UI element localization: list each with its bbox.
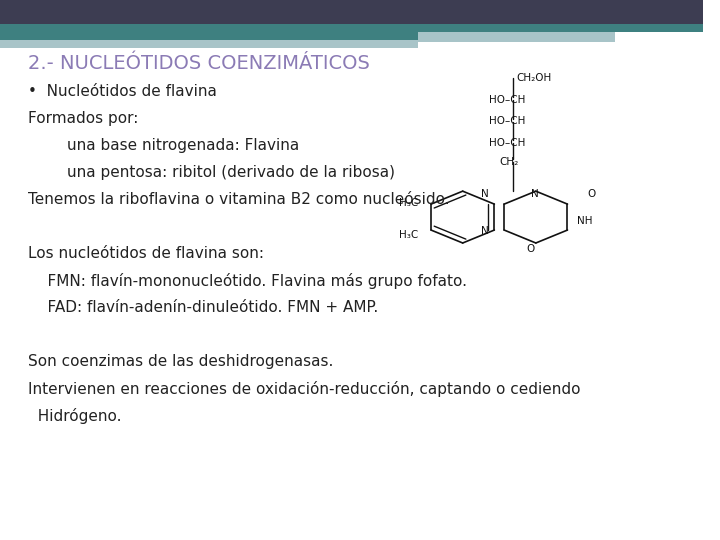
Text: HO–CH: HO–CH bbox=[489, 117, 525, 126]
Text: Tenemos la riboflavina o vitamina B2 como nucleósido.: Tenemos la riboflavina o vitamina B2 com… bbox=[28, 192, 450, 207]
Bar bbox=[418, 24, 703, 32]
Bar bbox=[0, 0, 703, 24]
Text: Formados por:: Formados por: bbox=[28, 111, 138, 126]
Text: Hidrógeno.: Hidrógeno. bbox=[28, 408, 122, 424]
Text: H₃C: H₃C bbox=[399, 198, 418, 207]
Text: Los nucleótidos de flavina son:: Los nucleótidos de flavina son: bbox=[28, 246, 264, 261]
Text: NH: NH bbox=[577, 217, 592, 226]
Text: una pentosa: ribitol (derivado de la ribosa): una pentosa: ribitol (derivado de la rib… bbox=[28, 165, 395, 180]
Text: •  Nucleótidos de flavina: • Nucleótidos de flavina bbox=[28, 84, 217, 99]
Text: N: N bbox=[531, 190, 539, 199]
Text: CH₂OH: CH₂OH bbox=[517, 73, 552, 83]
Bar bbox=[418, 32, 616, 42]
Text: O: O bbox=[527, 245, 535, 254]
Bar bbox=[0, 40, 418, 48]
Text: HO–CH: HO–CH bbox=[489, 138, 525, 148]
Text: 2.- NUCLEÓTIDOS COENZIMÁTICOS: 2.- NUCLEÓTIDOS COENZIMÁTICOS bbox=[28, 54, 370, 73]
Text: FAD: flavín-adenín-dinuleótido. FMN + AMP.: FAD: flavín-adenín-dinuleótido. FMN + AM… bbox=[28, 300, 379, 315]
Text: N: N bbox=[481, 190, 489, 199]
Text: HO–CH: HO–CH bbox=[489, 95, 525, 105]
Text: O: O bbox=[587, 190, 595, 199]
Text: Son coenzimas de las deshidrogenasas.: Son coenzimas de las deshidrogenasas. bbox=[28, 354, 333, 369]
Text: H₃C: H₃C bbox=[399, 230, 418, 240]
Text: FMN: flavín-mononucleótido. Flavina más grupo fofato.: FMN: flavín-mononucleótido. Flavina más … bbox=[28, 273, 467, 289]
Text: Intervienen en reacciones de oxidación-reducción, captando o cediendo: Intervienen en reacciones de oxidación-r… bbox=[28, 381, 580, 397]
Text: N: N bbox=[481, 226, 489, 236]
Text: una base nitrogenada: Flavina: una base nitrogenada: Flavina bbox=[28, 138, 300, 153]
Text: CH₂: CH₂ bbox=[499, 157, 518, 167]
Bar bbox=[0, 24, 418, 40]
